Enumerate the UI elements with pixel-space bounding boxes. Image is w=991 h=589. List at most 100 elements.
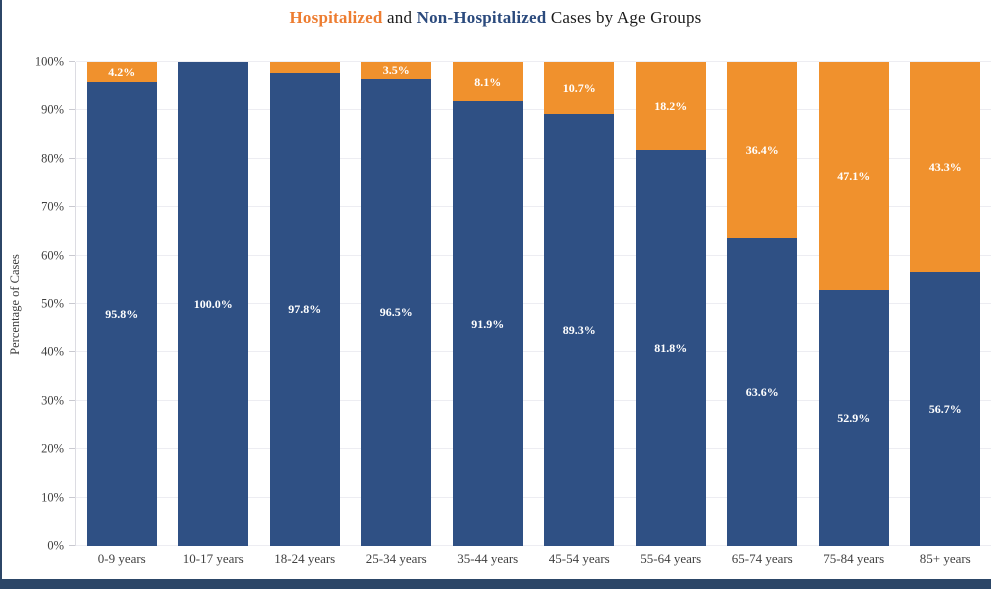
bar-segment-hospitalized xyxy=(269,62,340,73)
title-hospitalized: Hospitalized xyxy=(289,8,383,27)
bar-value-label: 10.7% xyxy=(562,80,596,95)
plot-area: 95.8% 4.2% 100.0% 97.8% 96.5% 3.5% 91.9% 8.1% 89… xyxy=(76,61,991,546)
bar-value-label: 43.3% xyxy=(928,159,962,174)
bar-value-label: 3.5% xyxy=(382,63,410,78)
bar-group: 97.8% xyxy=(269,62,340,546)
y-tick-mark xyxy=(69,545,75,546)
y-tick-label: 10% xyxy=(41,490,64,505)
bar-group: 63.6% 36.4% xyxy=(727,62,798,546)
bar-value-label: 56.7% xyxy=(928,401,962,416)
gridline xyxy=(76,109,991,111)
y-tick-label: 100% xyxy=(34,54,64,69)
window-left-border xyxy=(0,0,2,589)
y-tick-mark xyxy=(69,496,75,498)
y-tick-mark xyxy=(69,254,75,256)
x-tick-label: 65-74 years xyxy=(731,551,793,566)
bar-group: 56.7% 43.3% xyxy=(910,62,981,546)
bar-value-label: 52.9% xyxy=(837,410,871,425)
bar-group: 52.9% 47.1% xyxy=(818,62,889,546)
y-tick-mark xyxy=(69,109,75,111)
bar-value-label: 81.8% xyxy=(654,341,688,356)
bar-value-label: 89.3% xyxy=(562,322,596,337)
y-axis: 0% 10% 20% 30% 40% 50% 60% 70% 80% 90% 100% xyxy=(0,55,76,553)
bar-value-label: 95.8% xyxy=(105,307,139,322)
bar-slot: 89.3% 10.7% xyxy=(534,62,626,546)
bar-slot: 96.5% 3.5% xyxy=(351,62,443,546)
gridline xyxy=(76,545,991,546)
bar-group: 96.5% 3.5% xyxy=(361,62,432,546)
y-tick-label: 50% xyxy=(41,296,64,311)
gridline xyxy=(76,157,991,159)
y-tick-mark xyxy=(69,351,75,353)
bar-slot: 97.8% xyxy=(259,62,351,546)
window-bottom-border xyxy=(0,579,991,589)
bar-segment-hospitalized: 36.4% xyxy=(727,62,798,239)
y-tick-label: 60% xyxy=(41,248,64,263)
bar-segment-non-hospitalized: 96.5% xyxy=(361,78,432,546)
x-tick-label: 18-24 years xyxy=(274,551,336,566)
bar-slot: 81.8% 18.2% xyxy=(625,62,717,546)
bar-segment-non-hospitalized: 89.3% xyxy=(544,113,615,546)
bar-value-label: 8.1% xyxy=(474,74,502,89)
bars-container: 95.8% 4.2% 100.0% 97.8% 96.5% 3.5% 91.9% 8.1% 89… xyxy=(76,62,991,546)
x-tick-label: 55-64 years xyxy=(640,551,702,566)
x-axis-labels: 0-9 years 10-17 years 18-24 years 25-34 yea… xyxy=(76,551,991,567)
y-tick-mark xyxy=(69,399,75,401)
bar-group: 95.8% 4.2% xyxy=(86,62,157,546)
bar-segment-non-hospitalized: 63.6% xyxy=(727,238,798,546)
bar-segment-non-hospitalized: 100.0% xyxy=(178,62,249,546)
bar-segment-non-hospitalized: 81.8% xyxy=(635,150,706,546)
y-tick-mark xyxy=(69,303,75,304)
bar-segment-non-hospitalized: 91.9% xyxy=(452,101,523,546)
bar-value-label: 4.2% xyxy=(108,65,136,80)
bar-group: 89.3% 10.7% xyxy=(544,62,615,546)
y-tick-label: 40% xyxy=(41,344,64,359)
bar-segment-non-hospitalized: 52.9% xyxy=(818,289,889,546)
bar-value-label: 47.1% xyxy=(837,168,871,183)
y-tick-label: 30% xyxy=(41,393,64,408)
bar-value-label: 36.4% xyxy=(745,143,779,158)
y-tick-mark xyxy=(69,448,75,450)
bar-segment-hospitalized: 18.2% xyxy=(635,62,706,151)
bar-segment-hospitalized: 8.1% xyxy=(452,62,523,102)
y-tick-label: 90% xyxy=(41,102,64,117)
bar-slot: 56.7% 43.3% xyxy=(900,62,991,546)
y-tick-label: 0% xyxy=(47,538,64,553)
gridline xyxy=(76,351,991,353)
bar-slot: 91.9% 8.1% xyxy=(442,62,534,546)
bar-segment-hospitalized: 43.3% xyxy=(910,62,981,272)
title-non-hospitalized: Non-Hospitalized xyxy=(416,8,547,27)
y-tick-label: 80% xyxy=(41,151,64,166)
bar-slot: 100.0% xyxy=(168,62,260,546)
y-tick-mark xyxy=(69,157,75,159)
x-tick-label: 35-44 years xyxy=(457,551,519,566)
gridline xyxy=(76,61,991,62)
bar-segment-non-hospitalized: 97.8% xyxy=(269,72,340,546)
bar-group: 81.8% 18.2% xyxy=(635,62,706,546)
bar-value-label: 97.8% xyxy=(288,302,322,317)
y-axis-line xyxy=(75,62,76,546)
bar-segment-non-hospitalized: 95.8% xyxy=(86,82,157,546)
bar-slot: 52.9% 47.1% xyxy=(808,62,900,546)
x-tick-label: 25-34 years xyxy=(365,551,427,566)
title-suffix: Cases by Age Groups xyxy=(546,8,702,27)
bar-segment-hospitalized: 47.1% xyxy=(818,62,889,290)
x-tick-label: 0-9 years xyxy=(97,551,146,566)
x-tick-label: 75-84 years xyxy=(823,551,885,566)
y-tick-mark xyxy=(69,206,75,208)
bar-segment-hospitalized: 4.2% xyxy=(86,62,157,83)
gridline xyxy=(76,448,991,450)
bar-segment-non-hospitalized: 56.7% xyxy=(910,271,981,546)
bar-value-label: 63.6% xyxy=(745,385,779,400)
bar-segment-hospitalized: 3.5% xyxy=(361,62,432,79)
y-tick-mark xyxy=(69,61,75,62)
bar-group: 100.0% xyxy=(178,62,249,546)
y-tick-label: 20% xyxy=(41,441,64,456)
x-tick-label: 45-54 years xyxy=(548,551,610,566)
gridline xyxy=(76,399,991,401)
gridline xyxy=(76,254,991,256)
bar-value-label: 18.2% xyxy=(654,99,688,114)
bar-value-label: 91.9% xyxy=(471,316,505,331)
bar-slot: 63.6% 36.4% xyxy=(717,62,809,546)
